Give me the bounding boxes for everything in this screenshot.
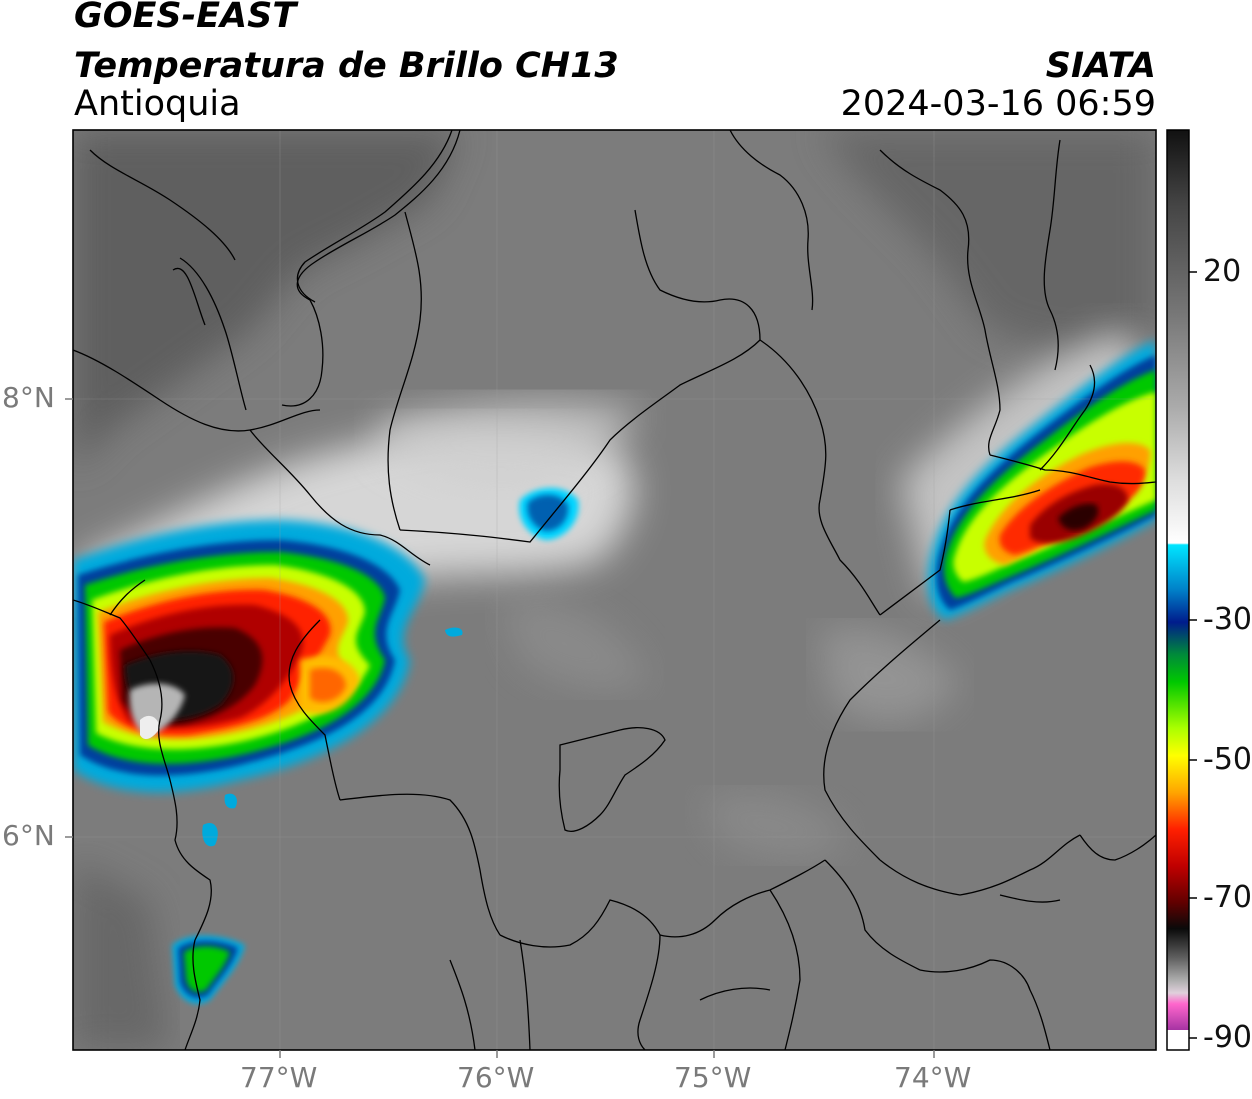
north-east-dark <box>820 130 1156 350</box>
colorbar-tick-neg30: -30 <box>1203 602 1252 637</box>
scattered-cloud <box>820 627 960 722</box>
west-storm <box>73 520 425 793</box>
enclave-border <box>558 727 666 832</box>
lon-label-75w: 75°W <box>674 1061 752 1094</box>
antioquia-east-border <box>759 339 881 616</box>
east-storm <box>928 340 1156 620</box>
timestamp-label: 2024-03-16 06:59 <box>840 84 1156 124</box>
lon-label-76w: 76°W <box>457 1061 535 1094</box>
colorbar-min-cap <box>1167 1030 1189 1050</box>
colorbar-ticks <box>1189 271 1197 1039</box>
colorbar-gradient <box>1167 130 1189 1050</box>
lon-label-74w: 74°W <box>894 1061 972 1094</box>
axis-ticks <box>65 398 935 1058</box>
tiny-cell-3 <box>202 822 218 847</box>
coastline-uraba <box>281 130 461 407</box>
caribbean-sea <box>73 130 460 470</box>
graticule <box>73 130 1156 1050</box>
lat-label-6n: 6°N <box>2 819 55 852</box>
boundaries <box>73 130 1156 1050</box>
colorbar-tick-neg70: -70 <box>1203 880 1252 915</box>
product-subtitle: Temperatura de Brillo CH13 <box>74 46 619 86</box>
colorbar-frame <box>1166 129 1190 1051</box>
cirrus-north <box>380 399 640 491</box>
map-frame <box>72 129 1157 1051</box>
central-cloud <box>500 598 650 691</box>
tiny-cell-2 <box>224 793 237 809</box>
gulf-uraba-shore <box>249 429 431 566</box>
lat-label-8n: 8°N <box>2 381 55 414</box>
colorbar-tick-20: 20 <box>1203 254 1242 289</box>
antioquia-north-border <box>399 339 761 543</box>
south-cloud <box>700 792 850 859</box>
tiny-cell <box>445 627 463 637</box>
brand-label: SIATA <box>1045 46 1156 86</box>
lon-label-77w: 77°W <box>240 1061 318 1094</box>
pacific-dark <box>73 860 170 1050</box>
pacific-coast <box>149 659 212 941</box>
product-title: GOES-EAST <box>74 0 297 36</box>
colorbar-tick-neg50: -50 <box>1203 742 1252 777</box>
colorbar-tick-neg90: -90 <box>1203 1020 1252 1055</box>
region-label: Antioquia <box>74 84 241 124</box>
